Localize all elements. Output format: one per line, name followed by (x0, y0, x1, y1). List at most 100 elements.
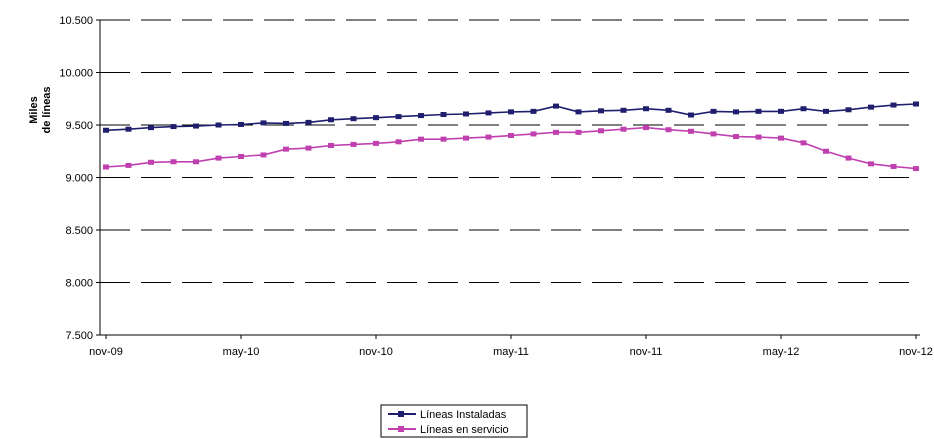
axes-layer: 7.500 8.000 8.500 9.000 9.500 10.000 10.500 nov… (59, 15, 932, 358)
data-point-1 (238, 154, 244, 159)
data-point-0 (463, 111, 469, 117)
legend-marker-servicio (398, 426, 404, 432)
data-point-1 (868, 161, 874, 167)
data-point-1 (328, 142, 334, 148)
data-point-0 (283, 120, 289, 126)
data-point-0 (620, 107, 627, 113)
y-axis-title-line-1: Miles (28, 96, 40, 124)
data-point-0 (643, 106, 649, 112)
data-point-0 (868, 104, 874, 110)
data-point-0 (485, 110, 492, 116)
y-tick-label: 8.000 (65, 278, 93, 290)
data-point-1 (215, 155, 222, 161)
data-point-0 (440, 112, 447, 117)
legend-marker-instaladas (398, 411, 404, 417)
data-point-1 (373, 140, 379, 146)
data-point-1 (485, 134, 492, 140)
data-point-1 (193, 159, 199, 165)
data-point-1 (125, 162, 132, 168)
y-axis-title: Miles de líneas (28, 86, 53, 133)
data-point-0 (800, 106, 807, 112)
data-point-0 (238, 121, 244, 127)
x-tick-label: nov-12 (899, 346, 933, 358)
data-point-1 (620, 126, 627, 132)
x-tick-label: may-11 (493, 346, 529, 358)
grid-layer (100, 19, 920, 283)
data-point-1 (733, 134, 739, 140)
data-point-0 (148, 125, 154, 131)
data-point-0 (103, 127, 109, 133)
data-point-1 (688, 128, 694, 134)
data-point-0 (890, 102, 897, 108)
data-point-1 (800, 140, 807, 146)
data-point-0 (508, 109, 514, 115)
x-tick-label: nov-09 (89, 346, 123, 358)
data-point-0 (530, 108, 537, 114)
data-point-1 (350, 141, 357, 147)
data-point-0 (823, 108, 829, 114)
data-point-0 (125, 126, 132, 132)
legend-label-servicio: Líneas en servicio (420, 424, 509, 436)
data-point-1 (913, 166, 919, 172)
data-point-1 (890, 163, 897, 169)
x-tick-label: nov-11 (630, 346, 663, 358)
data-point-1 (148, 159, 154, 165)
data-point-1 (508, 133, 514, 138)
data-point-0 (373, 115, 379, 121)
legend-box (380, 404, 528, 438)
data-point-0 (755, 108, 762, 114)
data-point-1 (170, 159, 177, 165)
data-point-1 (823, 148, 829, 154)
data-point-0 (305, 119, 312, 125)
data-point-1 (643, 125, 649, 131)
y-tick-label: 10.000 (59, 68, 93, 80)
data-point-0 (260, 120, 267, 126)
data-point-0 (328, 117, 334, 123)
data-point-1 (710, 131, 717, 137)
data-point-0 (598, 108, 604, 114)
legend-label-instaladas: Líneas Instaladas (420, 409, 507, 421)
data-point-1 (530, 131, 537, 137)
data-point-0 (193, 123, 199, 129)
data-point-0 (665, 107, 672, 113)
data-point-1 (260, 152, 267, 158)
data-point-0 (778, 108, 784, 114)
series-layer (103, 101, 919, 172)
x-tick-label: may-10 (223, 346, 260, 358)
data-point-0 (710, 108, 717, 114)
data-point-1 (665, 127, 672, 133)
data-point-0 (845, 107, 852, 113)
data-point-0 (170, 124, 177, 130)
data-point-1 (463, 135, 469, 141)
data-point-0 (575, 109, 582, 115)
y-tick-label: 7.500 (65, 330, 93, 342)
data-point-0 (395, 114, 402, 120)
data-point-1 (103, 164, 109, 170)
data-point-0 (733, 109, 739, 115)
y-axis-title-line-2: de líneas (41, 86, 53, 133)
y-tick-label: 9.500 (65, 120, 93, 132)
y-tick-label: 8.500 (65, 225, 93, 237)
data-point-0 (215, 122, 222, 128)
y-tick-label: 10.500 (59, 15, 93, 27)
data-point-1 (440, 136, 447, 142)
data-point-1 (598, 128, 604, 134)
data-point-1 (575, 129, 582, 135)
y-tick-label: 9.000 (65, 173, 93, 185)
data-point-1 (778, 135, 784, 141)
data-point-1 (418, 136, 424, 142)
data-point-0 (418, 113, 424, 119)
data-point-0 (350, 116, 357, 122)
data-point-1 (395, 139, 402, 145)
x-tick-label: may-12 (763, 346, 800, 358)
legend-item-instaladas: Líneas Instaladas (388, 409, 507, 421)
legend-item-servicio: Líneas en servicio (388, 424, 509, 436)
data-point-0 (553, 103, 559, 109)
data-point-1 (305, 145, 312, 151)
legend: Líneas Instaladas Líneas en servicio (380, 404, 528, 438)
data-point-1 (755, 134, 762, 140)
data-point-0 (913, 101, 919, 107)
series-line-0 (105, 103, 917, 132)
